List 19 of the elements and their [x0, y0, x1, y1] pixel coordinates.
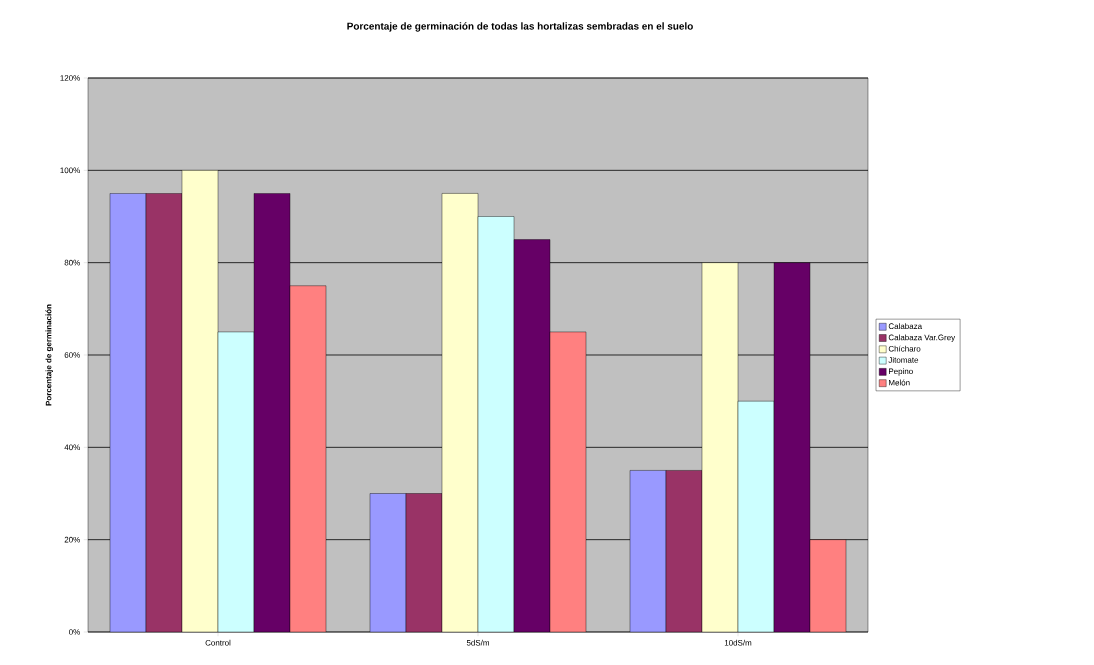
bar [773, 262, 811, 632]
bar [146, 193, 182, 632]
chart-title: Porcentaje de germinación de todas las hortalizas sembradas en el suelo [347, 22, 693, 32]
bar [549, 331, 587, 632]
bar [405, 493, 443, 632]
bar [254, 193, 290, 632]
bar [477, 216, 515, 632]
bar [182, 170, 218, 632]
bar [441, 193, 479, 632]
bar [513, 239, 551, 632]
bar [369, 493, 407, 632]
bar [290, 285, 326, 632]
bar [218, 331, 254, 632]
bar [629, 470, 667, 632]
bar [809, 539, 847, 632]
bar [665, 470, 703, 632]
bar [110, 193, 146, 632]
bar [737, 400, 775, 632]
bar [701, 262, 739, 632]
